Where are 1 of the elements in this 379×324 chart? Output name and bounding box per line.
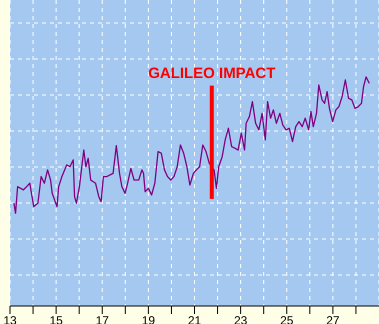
ref-line-label: GALILEO IMPACT xyxy=(148,65,276,82)
